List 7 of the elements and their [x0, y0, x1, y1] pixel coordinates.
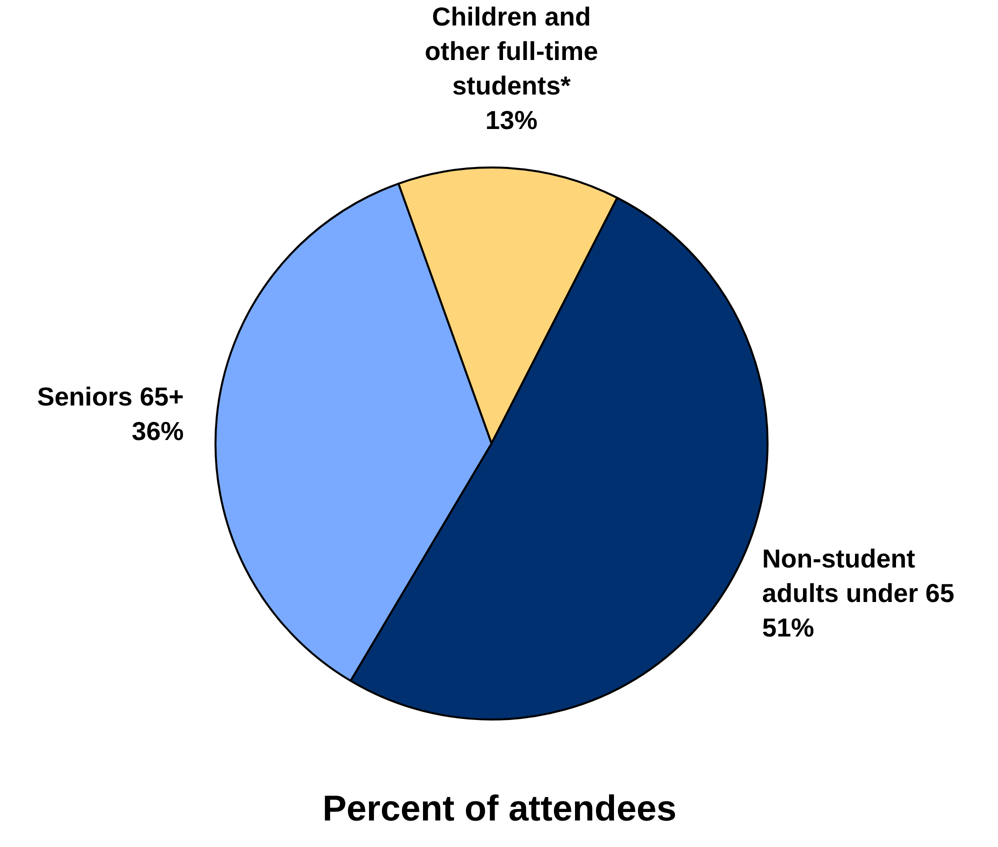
- data-label: 13%: [485, 105, 538, 136]
- data-label: 51%: [762, 612, 814, 642]
- text: Percent of attendees: [322, 788, 677, 828]
- slice-label: Seniors 65+: [37, 382, 184, 412]
- slice-label: Non-student adults under 65: [762, 543, 954, 608]
- slice-label: Children and other full-time students*: [424, 2, 598, 101]
- data-label: 36%: [132, 416, 184, 446]
